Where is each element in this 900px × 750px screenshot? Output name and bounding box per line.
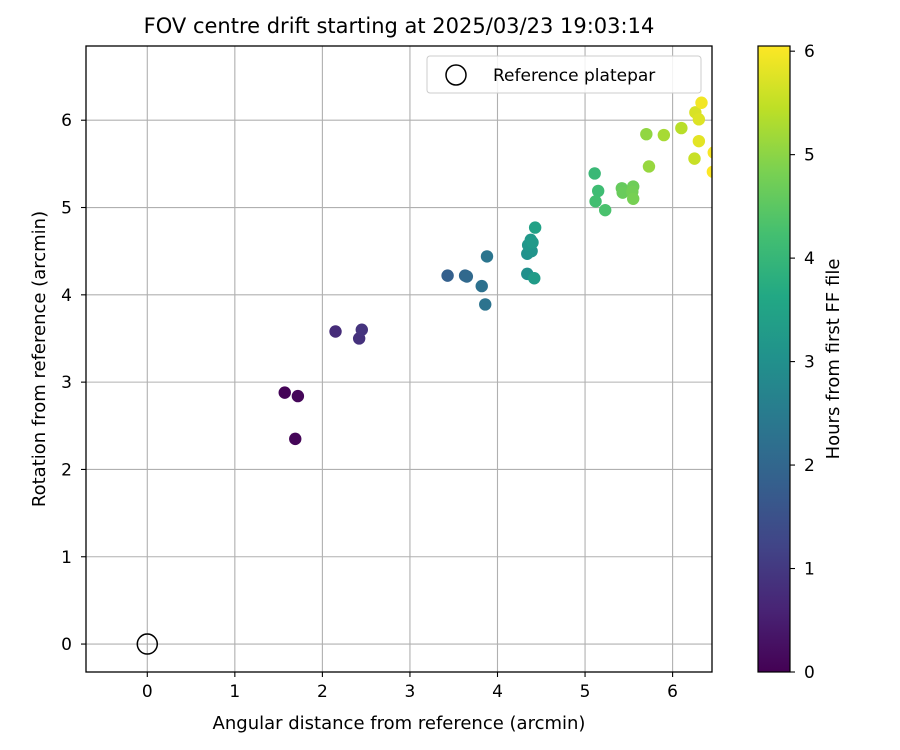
scatter-point	[526, 236, 539, 249]
scatter-point	[475, 279, 488, 293]
y-tick-label: 6	[61, 111, 72, 131]
colorbar: 0 1 2 3 4 5 6 Hours from first FF file	[757, 42, 844, 683]
scatter-point	[692, 134, 706, 148]
scatter-point	[707, 146, 712, 159]
scatter-point	[355, 323, 368, 336]
scatter-point	[289, 432, 302, 446]
colorbar-ticks: 0 1 2 3 4 5 6	[790, 42, 815, 683]
legend-box	[426, 55, 702, 94]
colorbar-gradient	[757, 45, 791, 673]
y-tick-label: 1	[61, 548, 72, 568]
y-axis-ticks: 0 1 2 3 4 5 6	[61, 111, 86, 655]
data-points	[136, 96, 712, 655]
scatter-point	[480, 250, 494, 263]
y-tick-label: 3	[61, 373, 72, 393]
scatter-point	[588, 167, 601, 180]
scatter-point	[329, 325, 342, 338]
plot-frame	[85, 45, 713, 673]
scatter-point	[598, 203, 612, 217]
grid-lines	[86, 46, 712, 672]
x-tick-label: 2	[317, 682, 328, 702]
x-tick-label: 1	[229, 682, 240, 702]
legend: Reference platepar	[426, 55, 702, 94]
colorbar-tick-label: 2	[804, 456, 815, 476]
colorbar-tick-label: 1	[804, 560, 815, 580]
chart-title: FOV centre drift starting at 2025/03/23 …	[144, 14, 655, 38]
colorbar-label: Hours from first FF file	[823, 259, 844, 460]
colorbar-tick-label: 4	[804, 249, 815, 269]
scatter-point	[695, 96, 708, 109]
scatter-point	[278, 386, 291, 399]
legend-marker-reference	[445, 64, 467, 86]
scatter-point	[627, 192, 640, 205]
x-tick-label: 4	[492, 682, 503, 702]
scatter-point	[640, 127, 653, 141]
reference-platepar-marker	[136, 633, 159, 655]
scatter-point	[692, 113, 706, 126]
colorbar-tick-label: 5	[804, 146, 815, 166]
colorbar-tick-label: 6	[804, 42, 815, 62]
colorbar-tick-label: 0	[804, 663, 815, 683]
y-tick-label: 4	[61, 286, 72, 306]
y-tick-label: 5	[61, 199, 72, 219]
y-tick-label: 0	[61, 635, 72, 655]
x-tick-label: 3	[405, 682, 416, 702]
scatter-point	[479, 298, 492, 311]
x-tick-label: 0	[142, 682, 153, 702]
scatter-point	[591, 184, 605, 198]
scatter-point	[291, 389, 305, 403]
x-axis-label: Angular distance from reference (arcmin)	[213, 713, 586, 734]
legend-entry-reference: Reference platepar	[493, 66, 655, 86]
x-tick-label: 5	[580, 682, 591, 702]
scatter-point	[460, 270, 474, 283]
scatter-point	[528, 272, 541, 285]
scatter-point	[616, 186, 629, 199]
scatter-point	[657, 128, 671, 142]
scatter-point	[589, 195, 602, 208]
scatter-point	[642, 160, 656, 173]
scatter-point	[706, 165, 712, 178]
x-tick-label: 6	[667, 682, 678, 702]
scatter-point	[528, 221, 542, 234]
x-axis-ticks: 0 1 2 3 4 5 6	[142, 672, 678, 702]
colorbar-tick-label: 3	[804, 353, 815, 373]
scatter-point	[688, 152, 701, 165]
scatter-point	[441, 269, 454, 282]
y-tick-label: 2	[61, 460, 72, 480]
scatter-point	[675, 121, 688, 135]
y-axis-label: Rotation from reference (arcmin)	[29, 211, 50, 507]
